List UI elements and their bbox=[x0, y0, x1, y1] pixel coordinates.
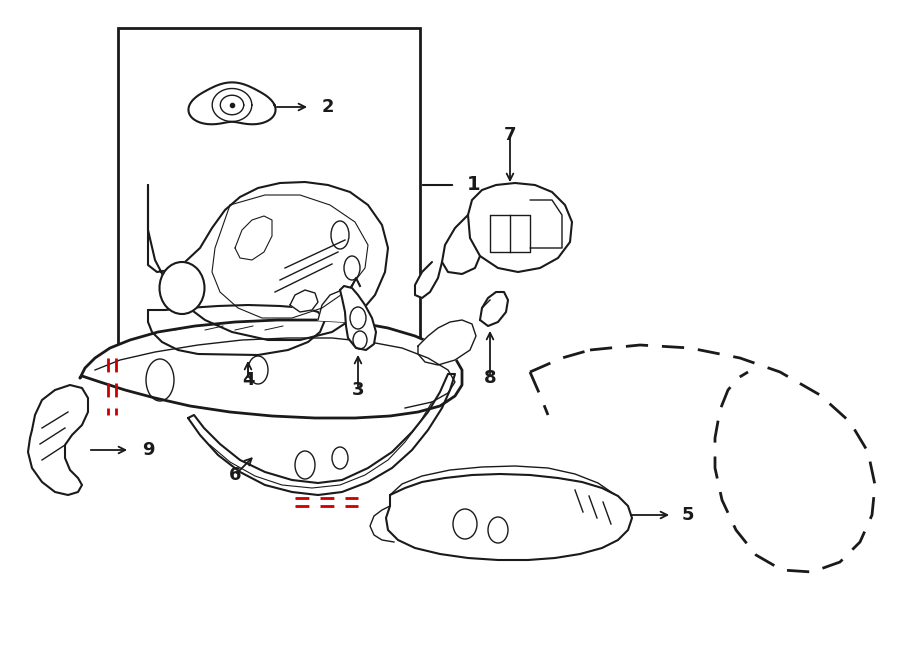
Text: 5: 5 bbox=[682, 506, 695, 524]
Polygon shape bbox=[480, 292, 508, 326]
Polygon shape bbox=[318, 290, 362, 322]
Text: 8: 8 bbox=[483, 369, 496, 387]
Text: 9: 9 bbox=[142, 441, 155, 459]
Text: 4: 4 bbox=[242, 371, 254, 389]
Polygon shape bbox=[28, 385, 88, 495]
Text: 3: 3 bbox=[352, 381, 365, 399]
Polygon shape bbox=[415, 262, 442, 298]
Bar bbox=[118, 28, 420, 360]
Polygon shape bbox=[468, 183, 572, 272]
Text: 2: 2 bbox=[322, 98, 335, 116]
Polygon shape bbox=[148, 182, 388, 340]
Polygon shape bbox=[188, 374, 455, 495]
Polygon shape bbox=[148, 305, 325, 355]
Polygon shape bbox=[442, 215, 480, 274]
Polygon shape bbox=[340, 286, 376, 350]
Text: 6: 6 bbox=[229, 466, 241, 484]
Text: 1: 1 bbox=[467, 176, 481, 194]
Polygon shape bbox=[386, 474, 632, 560]
Text: 7: 7 bbox=[504, 126, 517, 144]
Ellipse shape bbox=[159, 262, 204, 314]
Polygon shape bbox=[418, 320, 476, 365]
Polygon shape bbox=[80, 320, 462, 418]
Polygon shape bbox=[290, 290, 318, 312]
Polygon shape bbox=[188, 83, 275, 124]
